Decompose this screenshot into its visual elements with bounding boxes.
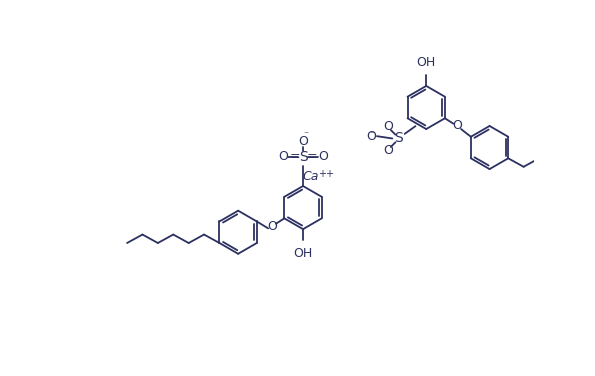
Text: O: O <box>383 144 393 157</box>
Text: O: O <box>452 120 462 132</box>
Text: OH: OH <box>416 56 436 69</box>
Text: O: O <box>383 120 393 133</box>
Text: O: O <box>278 150 288 163</box>
Text: O: O <box>298 135 308 148</box>
Text: O: O <box>366 130 375 143</box>
Text: ++: ++ <box>318 169 334 179</box>
Text: ⁻: ⁻ <box>369 130 375 140</box>
Text: S: S <box>394 132 403 146</box>
Text: Ca: Ca <box>302 170 319 183</box>
Text: O: O <box>267 220 277 233</box>
Text: O: O <box>318 150 328 163</box>
Text: OH: OH <box>293 247 312 260</box>
Text: =: = <box>306 150 317 163</box>
Text: S: S <box>299 150 308 164</box>
Text: ⁻: ⁻ <box>304 130 309 141</box>
Text: =: = <box>289 150 300 163</box>
